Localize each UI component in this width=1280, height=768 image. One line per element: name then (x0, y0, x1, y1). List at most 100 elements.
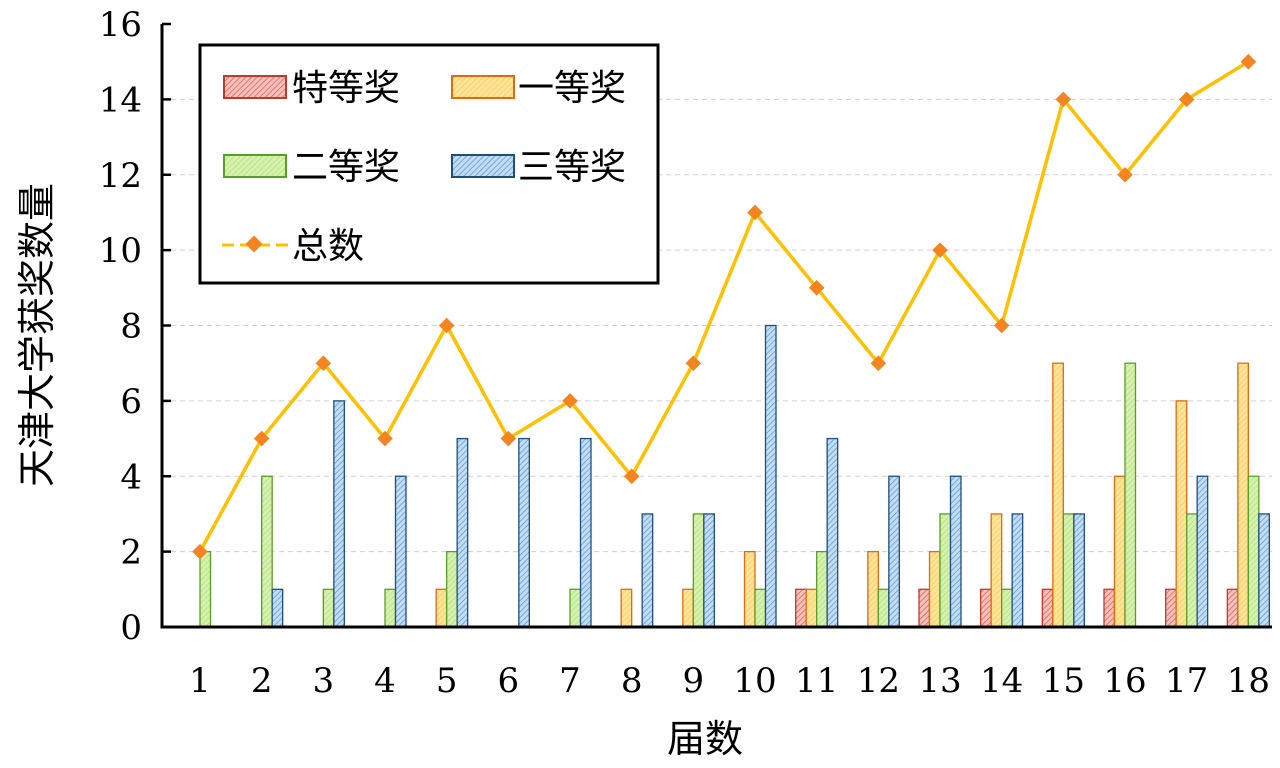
y-tick-label: 12 (99, 156, 142, 196)
bar-series-3-cat-11 (826, 437, 839, 628)
y-tick-label: 4 (120, 457, 142, 497)
x-tick-label: 8 (621, 661, 643, 701)
total-point-13 (932, 242, 948, 258)
bar-series-0-cat-15 (1041, 588, 1054, 628)
x-tick-label: 16 (1103, 661, 1146, 701)
y-axis-title: 天津大学获奖数量 (15, 183, 59, 487)
bar-series-2-cat-7 (569, 588, 582, 628)
bar-series-1-cat-12 (867, 550, 879, 628)
bar-series-2-cat-13 (939, 513, 952, 628)
y-tick-label: 2 (120, 533, 142, 573)
bar-series-3-cat-15 (1073, 513, 1085, 628)
x-tick-label: 6 (498, 661, 520, 701)
bar-series-1-cat-8 (620, 588, 633, 628)
x-tick-label: 17 (1165, 661, 1208, 701)
x-tick-label: 18 (1227, 661, 1270, 701)
bar-series-2-cat-2 (261, 475, 273, 628)
total-point-18 (1240, 53, 1257, 70)
y-tick-label: 6 (120, 382, 142, 422)
bar-series-3-cat-10 (764, 324, 777, 628)
x-tick-label: 4 (374, 661, 396, 701)
legend: 特等奖 一等奖 二等奖 三等奖 总数 (198, 43, 660, 285)
bar-series-2-cat-1 (199, 550, 212, 628)
bar-series-1-cat-18 (1237, 362, 1249, 628)
bar-series-2-cat-11 (816, 550, 828, 628)
x-tick-label: 11 (795, 661, 838, 701)
bar-series-2-cat-5 (446, 550, 458, 628)
bar-series-0-cat-16 (1103, 588, 1116, 628)
x-tick-label: 9 (683, 661, 705, 701)
bar-series-2-cat-4 (384, 588, 397, 628)
bar-series-1-cat-16 (1113, 475, 1126, 628)
bar-series-2-cat-3 (322, 588, 335, 628)
bar-series-2-cat-9 (692, 513, 705, 628)
x-tick-label: 14 (980, 661, 1023, 701)
y-tick-label: 8 (120, 307, 142, 347)
legend-swatch-second (223, 154, 287, 178)
legend-label-first: 一等奖 (518, 68, 626, 109)
bar-series-2-cat-17 (1186, 513, 1198, 628)
total-point-6 (500, 430, 517, 447)
bar-series-3-cat-17 (1196, 475, 1209, 628)
bar-series-2-cat-15 (1062, 513, 1075, 628)
bar-series-0-cat-18 (1226, 588, 1239, 628)
x-tick-label: 5 (436, 661, 458, 701)
x-axis-title: 届数 (667, 717, 743, 761)
bar-series-1-cat-17 (1175, 400, 1188, 628)
bar-series-1-cat-10 (743, 550, 756, 628)
bar-series-2-cat-14 (1001, 588, 1013, 628)
legend-label-special: 特等奖 (292, 68, 400, 109)
bar-series-0-cat-14 (980, 588, 992, 628)
bar-series-3-cat-9 (703, 513, 715, 628)
x-tick-label: 2 (251, 661, 273, 701)
bar-series-1-cat-13 (928, 550, 941, 628)
bar-series-3-cat-13 (949, 475, 962, 628)
bar-series-0-cat-11 (795, 588, 807, 628)
y-tick-labels: 0 2 4 6 8 10 12 14 16 (99, 5, 142, 648)
bar-series-1-cat-14 (990, 513, 1003, 628)
bar-series-3-cat-6 (518, 437, 530, 628)
bar-series-1-cat-9 (682, 588, 694, 628)
legend-swatch-special (223, 75, 287, 99)
bar-series-3-cat-7 (579, 437, 592, 628)
bar-series-3-cat-8 (641, 513, 654, 628)
legend-swatch-total-marker (245, 235, 263, 253)
x-tick-label: 15 (1042, 661, 1085, 701)
bar-series-1-cat-15 (1052, 362, 1064, 628)
x-tick-label: 12 (857, 661, 900, 701)
legend-label-third: 三等奖 (518, 147, 626, 188)
bar-series-3-cat-5 (456, 437, 469, 628)
total-point-16 (1117, 166, 1133, 183)
bar-series-3-cat-4 (394, 475, 407, 628)
bar-series-1-cat-11 (805, 588, 818, 628)
x-tick-label: 10 (733, 661, 776, 701)
bar-series-3-cat-14 (1011, 513, 1024, 628)
x-tick-label: 1 (189, 661, 211, 701)
bars (199, 324, 1270, 628)
legend-swatch-first (451, 75, 515, 99)
total-point-17 (1178, 91, 1195, 108)
total-series-line (198, 60, 1250, 553)
legend-swatch-third (451, 154, 515, 178)
axes (160, 22, 1272, 629)
bar-series-1-cat-5 (435, 588, 448, 628)
y-tick-label: 16 (99, 5, 142, 45)
bar-series-3-cat-3 (333, 400, 345, 628)
x-tick-label: 3 (313, 661, 335, 701)
bar-series-3-cat-18 (1258, 513, 1270, 628)
bar-series-3-cat-12 (888, 475, 900, 628)
total-point-9 (685, 355, 702, 371)
bar-series-0-cat-13 (918, 588, 931, 628)
x-tick-labels: 1 2 3 4 5 6 7 8 9 10 11 12 13 14 15 16 17 18 (189, 661, 1270, 701)
y-tick-label: 14 (99, 80, 142, 120)
y-tick-label: 10 (99, 231, 142, 271)
total-point-10 (747, 204, 763, 221)
bar-series-3-cat-2 (271, 588, 284, 628)
total-point-5 (438, 317, 455, 334)
bar-series-2-cat-10 (754, 588, 767, 628)
total-point-1 (192, 543, 208, 560)
bar-series-2-cat-12 (877, 588, 890, 628)
bar-series-2-cat-18 (1247, 475, 1260, 628)
bar-series-0-cat-17 (1165, 588, 1177, 628)
